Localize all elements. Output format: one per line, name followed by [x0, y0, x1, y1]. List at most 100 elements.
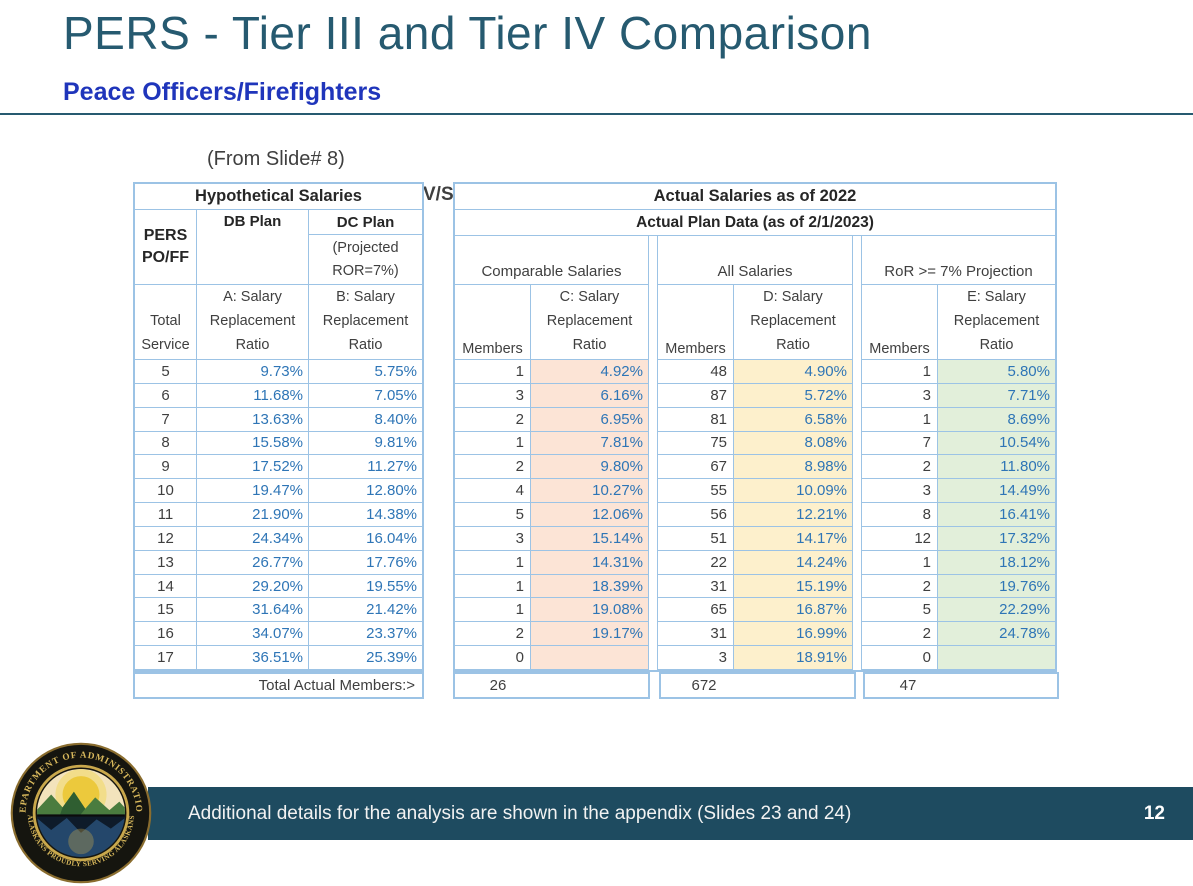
- ror-ratio-cell: 17.32%: [938, 526, 1055, 551]
- ror-members-cell: 5: [862, 598, 938, 623]
- ror-members-cell: 2: [862, 574, 938, 599]
- section-gap: [852, 236, 862, 671]
- ror-members-cell: 3: [862, 479, 938, 504]
- dc-ratio-cell: 8.40%: [309, 408, 422, 432]
- comparable-members-cell: 1: [455, 360, 531, 384]
- service-years-cell: 6: [135, 383, 197, 408]
- ror-ratio-cell: 8.69%: [938, 407, 1055, 432]
- ror-ratio-cell: 14.49%: [938, 479, 1055, 504]
- ror-members-cell: 2: [862, 455, 938, 480]
- service-years-cell: 10: [135, 479, 197, 504]
- dc-ratio-cell: 17.76%: [309, 551, 422, 575]
- ratio-e-header: E: Salary Replacement Ratio: [953, 289, 1040, 353]
- all-ratio-cell: 18.91%: [734, 646, 852, 670]
- db-ratio-cell: 29.20%: [197, 574, 309, 599]
- comparable-members-cell: 1: [455, 431, 531, 456]
- comparable-ratio-cell: 6.16%: [531, 383, 648, 408]
- comparable-ratio-cell: 19.08%: [531, 598, 648, 623]
- dc-ratio-cell: 9.81%: [309, 432, 422, 456]
- ror-members-cell: 1: [862, 360, 938, 384]
- dc-ratio-cell: 5.75%: [309, 360, 422, 384]
- seal-inner-gold-ring: [32, 764, 130, 862]
- all-members-cell: 67: [658, 455, 734, 480]
- service-years-cell: 13: [135, 550, 197, 575]
- dc-ratio-cell: 7.05%: [309, 384, 422, 408]
- dc-ratio-cell: 16.04%: [309, 527, 422, 551]
- comparable-ratio-cell: 12.06%: [531, 503, 648, 527]
- db-ratio-cell: 36.51%: [197, 646, 309, 670]
- pers-poff-label: PERS PO/FF: [135, 210, 197, 284]
- db-ratio-cell: 21.90%: [197, 503, 309, 527]
- all-members-cell: 3: [658, 646, 734, 670]
- all-salaries-total-box: 672: [659, 672, 856, 699]
- ror-ratio-cell: 18.12%: [938, 550, 1055, 575]
- ror-ratio-cell: 22.29%: [938, 598, 1055, 623]
- comparable-members-cell: 1: [455, 574, 531, 599]
- dc-ratio-cell: 12.80%: [309, 479, 422, 504]
- members-header: Members: [658, 285, 734, 359]
- comparable-ratio-cell: 4.92%: [531, 360, 648, 384]
- dc-ratio-cell: 11.27%: [309, 455, 422, 480]
- ror-members-cell: 1: [862, 550, 938, 575]
- service-years-cell: 16: [135, 622, 197, 647]
- db-ratio-cell: 13.63%: [197, 407, 309, 432]
- db-plan-header: DB Plan: [197, 210, 309, 284]
- comparable-ratio-cell: 7.81%: [531, 431, 648, 456]
- ror-members-cell: 0: [862, 646, 938, 670]
- actual-plan-data-subtitle: Actual Plan Data (as of 2/1/2023): [455, 210, 1055, 236]
- all-members-cell: 87: [658, 383, 734, 408]
- all-salaries-body: 48 4.90% 87 5.72% 81 6.58% 75 8.08% 67 8.98% 55 10.…: [658, 360, 852, 671]
- dc-plan-subheader: (Projected ROR=7%): [332, 239, 399, 279]
- ror-members-cell: 12: [862, 526, 938, 551]
- comparable-members-cell: 0: [455, 646, 531, 670]
- all-ratio-cell: 4.90%: [734, 360, 852, 384]
- ror-members-cell: 3: [862, 383, 938, 408]
- page-subtitle: Peace Officers/Firefighters: [63, 78, 382, 106]
- service-years-cell: 12: [135, 526, 197, 551]
- all-members-cell: 51: [658, 526, 734, 551]
- all-ratio-cell: 14.17%: [734, 526, 852, 551]
- db-ratio-cell: 19.47%: [197, 479, 309, 504]
- all-members-cell: 22: [658, 550, 734, 575]
- footer-bar: Additional details for the analysis are …: [148, 787, 1193, 840]
- db-ratio-cell: 26.77%: [197, 550, 309, 575]
- comparable-members-cell: 4: [455, 479, 531, 504]
- all-ratio-cell: 8.98%: [734, 455, 852, 480]
- ror-members-cell: 8: [862, 503, 938, 527]
- ror-projection-body: 1 5.80% 3 7.71% 1 8.69% 7 10.54% 2 11.80% 3 14.49% 8…: [862, 360, 1055, 671]
- service-years-cell: 7: [135, 407, 197, 432]
- all-ratio-cell: 8.08%: [734, 431, 852, 456]
- comparable-members-cell: 2: [455, 407, 531, 432]
- all-members-cell: 55: [658, 479, 734, 504]
- comparable-members-cell: 1: [455, 550, 531, 575]
- comparable-ratio-cell: 18.39%: [531, 574, 648, 599]
- ratio-c-header: C: Salary Replacement Ratio: [546, 289, 633, 353]
- comparable-members-cell: 2: [455, 455, 531, 480]
- all-ratio-cell: 14.24%: [734, 550, 852, 575]
- comparable-total-value: 26: [489, 677, 507, 694]
- comparable-salaries-section: Comparable Salaries Members C: Salary Re…: [455, 236, 648, 671]
- versus-label: V/S: [423, 184, 454, 205]
- service-years-cell: 11: [135, 503, 197, 527]
- ror-ratio-cell: 16.41%: [938, 503, 1055, 527]
- comparable-ratio-cell: 9.80%: [531, 455, 648, 480]
- actual-salaries-table: Actual Salaries as of 2022 Actual Plan D…: [453, 182, 1057, 672]
- footer-note: Additional details for the analysis are …: [188, 802, 852, 824]
- db-ratio-cell: 17.52%: [197, 455, 309, 480]
- comparable-members-cell: 3: [455, 526, 531, 551]
- service-years-cell: 9: [135, 455, 197, 480]
- dc-ratio-cell: 21.42%: [309, 598, 422, 623]
- title-divider: [0, 113, 1193, 115]
- service-years-cell: 8: [135, 431, 197, 456]
- all-ratio-cell: 12.21%: [734, 503, 852, 527]
- dc-plan-header: DC Plan: [309, 210, 422, 235]
- totals-label: Total Actual Members:>: [133, 672, 424, 699]
- all-salaries-total-value: 672: [691, 677, 717, 694]
- all-ratio-cell: 10.09%: [734, 479, 852, 504]
- dc-ratio-cell: 19.55%: [309, 575, 422, 599]
- hypothetical-salaries-table: Hypothetical Salaries PERS PO/FF DB Plan…: [133, 182, 424, 672]
- all-ratio-cell: 16.99%: [734, 622, 852, 647]
- ror-ratio-cell: 5.80%: [938, 360, 1055, 384]
- ror-ratio-cell: 7.71%: [938, 383, 1055, 408]
